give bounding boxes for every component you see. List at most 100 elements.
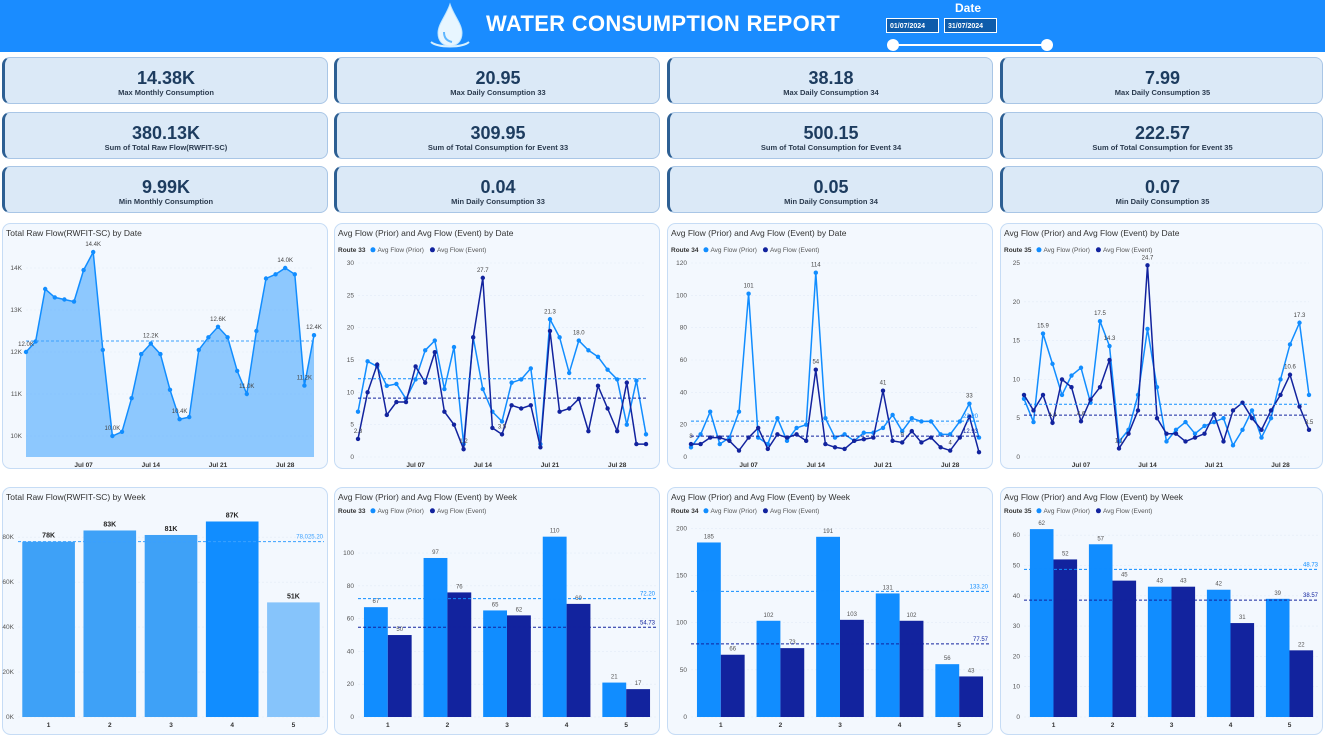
data-point: [528, 366, 533, 371]
bar: [566, 603, 591, 717]
data-label: 78K: [42, 533, 55, 540]
bar: [875, 593, 900, 717]
kpi-value: 309.95: [470, 123, 526, 143]
data-point: [708, 409, 713, 414]
data-point: [263, 276, 269, 281]
y-tick-label: 80: [347, 583, 355, 590]
y-tick-label: 60K: [2, 579, 14, 586]
legend-marker: [429, 247, 435, 253]
kpi-value: 38.18: [808, 68, 854, 88]
data-point: [1278, 392, 1283, 398]
legend-title: Route 34: [671, 508, 699, 515]
x-tick-label: 2: [1111, 722, 1115, 729]
data-point: [1183, 419, 1188, 425]
data-point: [567, 406, 572, 411]
x-tick-label: 5: [1288, 722, 1292, 729]
data-point: [1069, 384, 1074, 390]
data-point: [23, 349, 29, 355]
bar: [267, 602, 320, 717]
data-point: [557, 335, 562, 340]
data-point: [413, 364, 418, 369]
slider-start-handle[interactable]: [887, 39, 899, 51]
date-slider-track[interactable]: [893, 44, 1047, 46]
y-tick-label: 20K: [2, 669, 14, 676]
start-date-input[interactable]: 01/07/2024: [886, 18, 939, 33]
y-tick-label: 40: [680, 389, 688, 396]
data-point: [928, 419, 934, 424]
kpi-label: Max Daily Consumption 34: [783, 88, 879, 97]
data-label: 31: [1239, 615, 1246, 621]
data-point: [528, 403, 533, 408]
kpi-value: 0.05: [813, 177, 849, 197]
data-point: [634, 441, 639, 447]
data-point: [624, 422, 629, 427]
y-tick-label: 30: [347, 260, 355, 267]
data-label: 2.8: [354, 429, 363, 435]
legend-marker: [762, 508, 768, 514]
data-point: [394, 399, 399, 405]
data-point: [43, 286, 48, 292]
kpi-card: 20.95 Max Daily Consumption 33: [334, 57, 660, 104]
legend-label: Avg Flow (Prior): [710, 508, 756, 515]
data-label: 3.5: [498, 424, 507, 430]
data-point: [1297, 320, 1302, 325]
x-tick-label: Jul 07: [74, 462, 93, 469]
data-point: [909, 416, 914, 421]
y-tick-label: 5: [350, 422, 354, 429]
data-label: 42: [1215, 582, 1222, 588]
data-point: [567, 370, 572, 376]
data-point: [1164, 439, 1169, 444]
legend-label: Avg Flow (Event): [770, 508, 819, 515]
data-point: [900, 428, 905, 434]
data-label: 65: [492, 602, 499, 608]
x-tick-label: Jul 14: [807, 462, 826, 469]
header-bar: WATER CONSUMPTION REPORT Date 01/07/2024…: [0, 0, 1325, 52]
average-label: 12.93: [963, 429, 979, 435]
data-label: 45: [1121, 573, 1128, 579]
data-point: [615, 377, 620, 382]
data-point: [110, 433, 115, 439]
bar: [22, 541, 75, 717]
data-point: [423, 348, 428, 353]
x-tick-label: Jul 14: [142, 462, 161, 469]
data-point: [890, 412, 895, 418]
legend-marker: [1095, 247, 1101, 253]
data-point: [100, 347, 106, 353]
data-point: [547, 317, 553, 322]
y-tick-label: 15: [347, 357, 355, 364]
water-drop-icon: [430, 2, 470, 48]
y-tick-label: 200: [676, 525, 687, 532]
data-label: 12.6K: [210, 317, 226, 323]
x-tick-label: 5: [624, 722, 628, 729]
data-point: [823, 441, 828, 447]
data-point: [1126, 431, 1131, 436]
data-label: 8: [689, 434, 693, 440]
data-label: 57: [1097, 536, 1104, 542]
legend-marker: [1095, 508, 1101, 514]
x-tick-label: 4: [1229, 722, 1233, 729]
x-tick-label: Jul 28: [1271, 462, 1290, 469]
end-date-input[interactable]: 31/07/2024: [944, 18, 997, 33]
data-point: [71, 299, 77, 304]
data-point: [355, 409, 361, 414]
kpi-card: 222.57 Sum of Total Consumption for Event…: [1000, 112, 1323, 159]
x-tick-label: 1: [719, 722, 723, 729]
data-point: [1050, 361, 1055, 367]
data-label: 17: [635, 681, 642, 687]
slider-end-handle[interactable]: [1041, 39, 1053, 51]
data-point: [1107, 343, 1112, 349]
chart-panel: Avg Flow (Prior) and Avg Flow (Event) by…: [1000, 487, 1323, 735]
data-point: [206, 335, 211, 340]
x-tick-label: 3: [169, 722, 173, 729]
legend-marker: [429, 508, 435, 514]
bar: [144, 534, 198, 717]
data-point: [1135, 408, 1141, 413]
data-point: [451, 344, 457, 350]
chart-panel: Total Raw Flow(RWFIT-SC) by Date 10K 11K 12…: [2, 223, 328, 469]
data-point: [880, 425, 886, 431]
data-point: [794, 425, 799, 431]
data-point: [254, 328, 259, 334]
legend-title: Route 35: [1004, 247, 1032, 254]
bar: [1029, 529, 1054, 717]
data-label: 9: [901, 432, 905, 438]
